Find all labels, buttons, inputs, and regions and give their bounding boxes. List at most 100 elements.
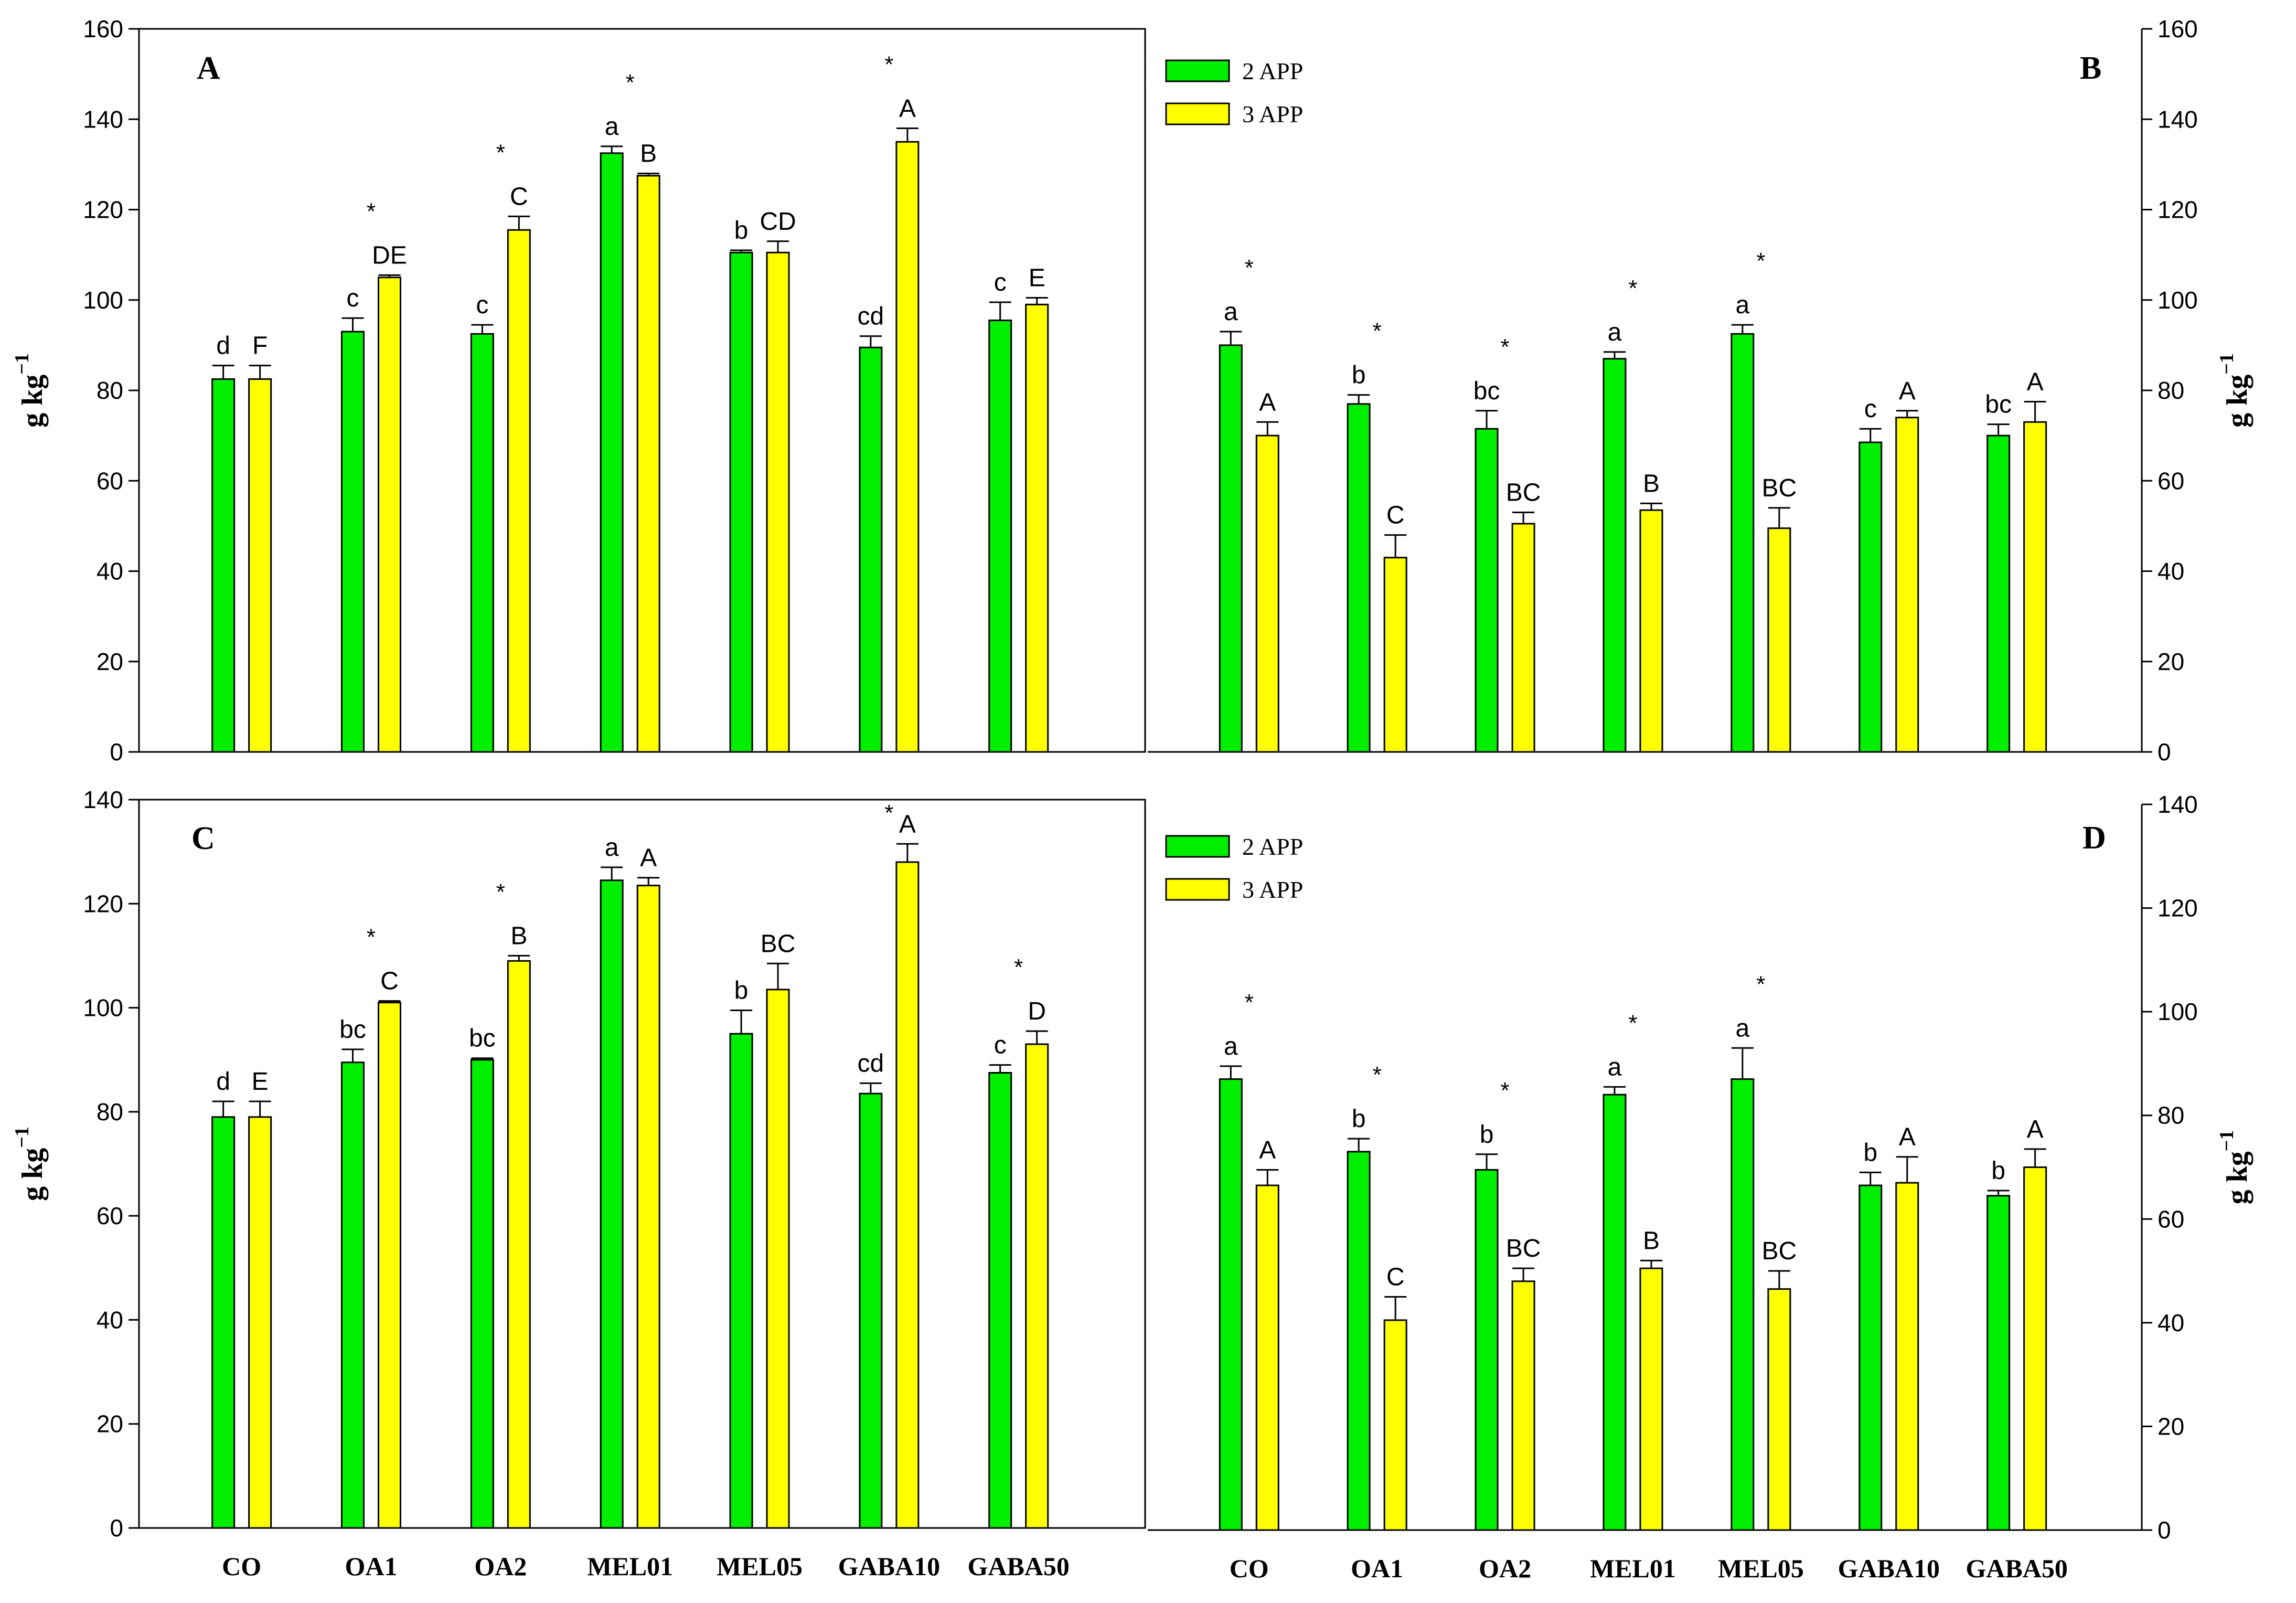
bar	[1511, 1280, 1535, 1531]
legend-swatch	[1165, 878, 1230, 901]
significance-star: *	[1373, 1062, 1382, 1088]
panel-label: B	[2080, 50, 2101, 86]
bar	[1475, 1169, 1499, 1531]
significance-letter: A	[1259, 388, 1276, 416]
y-axis-title: g kg−1	[2216, 353, 2254, 428]
significance-letter: D	[1028, 997, 1046, 1025]
y-tick-label: 140	[2158, 105, 2198, 133]
y-tick-label: 140	[83, 786, 123, 813]
y-tick-label: 100	[83, 286, 123, 314]
significance-letter: cd	[858, 1049, 884, 1077]
significance-letter: a	[1735, 291, 1749, 319]
bar	[1255, 434, 1279, 753]
significance-letter: BC	[1506, 1235, 1541, 1262]
bar	[1731, 1078, 1755, 1531]
panel-d: 0 20 40 60 80 100 120 140 g kg−1 Da A * CO b C * OA1 b BC *…	[1148, 791, 2254, 1583]
significance-letter: BC	[1761, 474, 1797, 502]
significance-letter: bc	[1473, 377, 1500, 405]
bar	[600, 879, 624, 1529]
significance-letter: b	[1863, 1139, 1877, 1166]
significance-letter: cd	[858, 303, 884, 331]
significance-letter: A	[2027, 368, 2044, 396]
y-tick-label: 100	[83, 994, 123, 1022]
bar	[1987, 434, 2011, 753]
significance-letter: A	[1899, 1123, 1916, 1151]
significance-letter: bc	[1985, 391, 2012, 419]
bar	[1383, 557, 1407, 753]
significance-letter: C	[1386, 502, 1405, 529]
significance-letter: c	[994, 1032, 1007, 1059]
significance-star: *	[1628, 1010, 1637, 1036]
significance-letter: A	[899, 94, 916, 122]
legend-swatch	[1165, 59, 1230, 82]
y-axis-title-sup: −1	[11, 1127, 33, 1148]
y-axis-title-text: g kg	[16, 375, 49, 428]
y-tick-label: 120	[2158, 196, 2198, 224]
y-tick-label: 120	[2158, 895, 2198, 922]
legend-label: 2 APP	[1242, 833, 1303, 860]
y-axis-title-text: g kg	[2221, 375, 2254, 428]
bar	[1383, 1319, 1407, 1531]
significance-star: *	[1373, 319, 1382, 344]
bar	[1025, 303, 1049, 753]
bar	[1639, 1267, 1663, 1531]
significance-letter: a	[1224, 1033, 1238, 1060]
y-tick-label: 120	[83, 890, 123, 917]
y-tick-label: 40	[97, 558, 123, 585]
y-tick-label: 0	[110, 1514, 123, 1542]
significance-star: *	[1501, 1078, 1510, 1103]
significance-letter: c	[994, 269, 1007, 296]
bar	[766, 989, 790, 1529]
bar	[377, 277, 401, 753]
bar	[1895, 417, 1919, 753]
significance-letter: b	[734, 977, 749, 1005]
category-label: OA2	[474, 1552, 527, 1581]
bar	[1219, 344, 1243, 753]
significance-letter: A	[1259, 1136, 1276, 1164]
bar	[766, 251, 790, 753]
bar	[211, 1116, 236, 1529]
category-label: GABA50	[1966, 1554, 2067, 1583]
bar	[895, 141, 920, 753]
significance-star: *	[626, 70, 635, 95]
y-tick-label: 80	[97, 377, 123, 404]
significance-letter: c	[476, 291, 488, 319]
y-tick-label: 20	[97, 1410, 123, 1438]
y-axis-title: g kg−1	[11, 353, 49, 428]
significance-star: *	[1501, 334, 1510, 360]
bar	[1603, 358, 1627, 753]
legend-swatch	[1165, 835, 1230, 858]
significance-letter: a	[1735, 1014, 1749, 1042]
significance-star: *	[1756, 248, 1765, 274]
significance-letter: DE	[372, 241, 407, 269]
bar	[988, 320, 1012, 753]
bar	[211, 378, 236, 753]
y-tick-label: 60	[97, 467, 123, 494]
y-tick-label: 60	[97, 1202, 123, 1229]
significance-star: *	[496, 140, 505, 165]
y-tick-label: 40	[97, 1306, 123, 1333]
category-label: GABA50	[967, 1552, 1069, 1581]
significance-letter: a	[1224, 298, 1238, 326]
significance-letter: bc	[469, 1025, 496, 1053]
y-axis-title-sup: −1	[11, 353, 33, 375]
significance-letter: d	[216, 1068, 230, 1096]
significance-letter: B	[1643, 470, 1660, 497]
legend-swatch	[1165, 102, 1230, 125]
bar	[859, 346, 883, 753]
bar	[1895, 1182, 1919, 1531]
panel-label: C	[191, 821, 215, 856]
y-tick-label: 20	[97, 648, 123, 675]
bar	[340, 1061, 365, 1529]
y-tick-label: 80	[2158, 377, 2184, 404]
y-tick-label: 80	[97, 1098, 123, 1126]
significance-letter: E	[252, 1068, 269, 1096]
significance-letter: B	[1643, 1227, 1660, 1255]
significance-letter: CD	[760, 208, 796, 236]
panel-label: A	[197, 50, 220, 86]
significance-letter: A	[2027, 1116, 2044, 1143]
category-label: OA1	[1351, 1554, 1403, 1583]
significance-letter: E	[1029, 264, 1045, 292]
bar	[1767, 527, 1791, 753]
